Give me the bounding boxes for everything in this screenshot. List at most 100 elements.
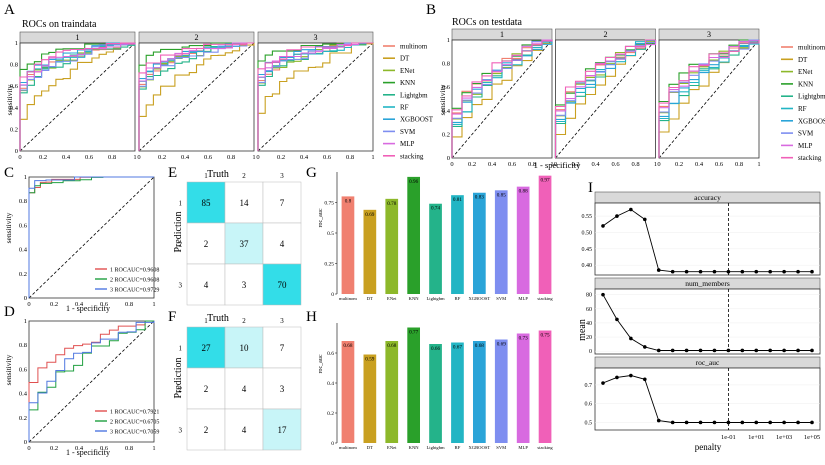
matrix-value: 14	[240, 198, 250, 208]
roc-curve-SVM	[19, 42, 135, 151]
mean-point	[754, 269, 759, 274]
matrix-cell	[186, 326, 226, 369]
legend-label-class-3: 3 ROCAUC=0.7059	[110, 430, 159, 436]
matrix-cell	[262, 326, 302, 369]
mean-point	[740, 269, 745, 274]
matrix-cell	[262, 367, 302, 410]
panel-F-title: Truth	[207, 313, 229, 324]
y-tick-label: 0.6	[19, 222, 28, 229]
x-tick-label: 0.4	[488, 161, 497, 168]
legend-label-XGBOOST: XGBOOST	[798, 117, 825, 125]
mean-point	[601, 381, 605, 385]
mean-point	[754, 348, 759, 353]
row-label: 1	[179, 200, 183, 208]
bar-value-label: 0.68	[387, 343, 396, 349]
mean-point	[768, 348, 772, 353]
reference-diagonal	[19, 42, 136, 152]
x-category-label: multinom	[339, 296, 357, 301]
bar-multinom	[341, 196, 355, 294]
panel-A-ylabel: sensitivity	[5, 84, 14, 115]
roc-curve-MLP	[138, 42, 254, 151]
roc-curve-stacking	[138, 42, 254, 151]
x-tick-label: 1	[252, 154, 255, 161]
y-tick-label: 0.8	[10, 62, 18, 69]
bar-value-label: 0.8	[345, 198, 352, 204]
y-tick-label: 0.4	[19, 247, 28, 254]
x-tick-label: 0.4	[62, 154, 71, 161]
bar-RF	[451, 342, 464, 443]
matrix-value: 4	[204, 280, 209, 290]
matrix-value: 2	[204, 239, 209, 249]
bar-SVM	[494, 339, 508, 443]
panel-letter-E: E	[168, 165, 177, 181]
mean-line-accuracy	[602, 208, 812, 273]
x-tick-label: 0.8	[631, 161, 639, 168]
matrix-value: 10	[240, 343, 250, 353]
matrix-cell	[262, 263, 302, 306]
bar-DT	[363, 354, 377, 443]
y-tick-label: 0.6	[585, 402, 593, 408]
mean-point	[740, 348, 745, 353]
bar-ENet	[385, 198, 399, 294]
mean-point	[601, 292, 605, 297]
panel-F-ylabel: Prediction	[173, 357, 184, 398]
legend-label-Lightgbm: Lightgbm	[798, 93, 825, 101]
bar-XGBOOST	[472, 341, 486, 443]
y-tick-label: 0.6	[327, 351, 334, 357]
bar-stacking	[538, 330, 552, 443]
x-category-label: XGBOOST	[468, 445, 490, 450]
y-tick-label: 0.4	[10, 105, 19, 112]
matrix-value: 27	[202, 343, 212, 353]
x-tick-label: 0	[450, 161, 453, 168]
x-tick-label: 0.6	[715, 161, 724, 168]
mean-point	[698, 269, 703, 274]
legend-label-class-2: 2 ROCAUC=0.6705	[110, 420, 159, 426]
mean-point	[656, 348, 661, 353]
panel-H-ylabel: roc_auc	[318, 354, 324, 373]
legend-label-XGBOOST: XGBOOST	[400, 116, 434, 124]
x-tick-label: 0.8	[108, 154, 116, 161]
x-category-label: MLP	[518, 445, 528, 450]
panel-B-xlabel: 1 - specificity	[534, 160, 581, 170]
mean-point	[629, 336, 633, 341]
mean-point	[726, 269, 731, 274]
matrix-value: 85	[202, 198, 212, 208]
mean-point	[643, 377, 647, 382]
x-tick-label: 1e-01	[721, 434, 736, 441]
legend-label-ENet: ENet	[400, 67, 414, 75]
y-tick-label: 1	[15, 40, 18, 47]
panel-letter-A: A	[4, 2, 15, 18]
panel-I-xlabel: penalty	[695, 442, 722, 452]
matrix-value: 4	[242, 425, 247, 435]
matrix-cell	[262, 408, 302, 451]
x-tick-label: 0.4	[75, 445, 84, 452]
legend-label-RF: RF	[400, 104, 409, 112]
roc-curve-stacking	[658, 40, 760, 158]
row-label: 2	[179, 386, 183, 394]
bar-DT	[363, 209, 377, 294]
panel-letter-H: H	[306, 309, 317, 325]
panel-E-title: Truth	[207, 169, 229, 180]
x-tick-label: 0.4	[300, 154, 309, 161]
panel-letter-F: F	[168, 309, 176, 325]
mean-point	[740, 420, 745, 425]
bar-value-label: 0.77	[409, 330, 418, 336]
panel-letter-D: D	[4, 304, 15, 320]
panel-I-ylabel: mean	[577, 319, 588, 341]
matrix-value: 3	[280, 384, 285, 394]
matrix-cell	[224, 181, 264, 224]
x-tick-label: 1e+03	[776, 434, 792, 441]
bar-KNN	[407, 176, 421, 294]
bar-value-label: 0.69	[497, 342, 506, 348]
y-tick-label: 0.8	[19, 198, 27, 205]
x-category-label: SVM	[496, 296, 506, 301]
bar-RF	[451, 195, 464, 294]
mean-point	[643, 345, 647, 349]
matrix-value: 2	[204, 384, 209, 394]
mean-point	[684, 348, 689, 353]
y-tick-label: 1	[24, 174, 27, 181]
x-category-label: Lightgbm	[426, 296, 445, 301]
panel-C-xlabel: 1 - specificity	[66, 304, 110, 313]
y-tick-label: 80	[586, 293, 592, 299]
legend-label-ENet: ENet	[798, 68, 812, 76]
